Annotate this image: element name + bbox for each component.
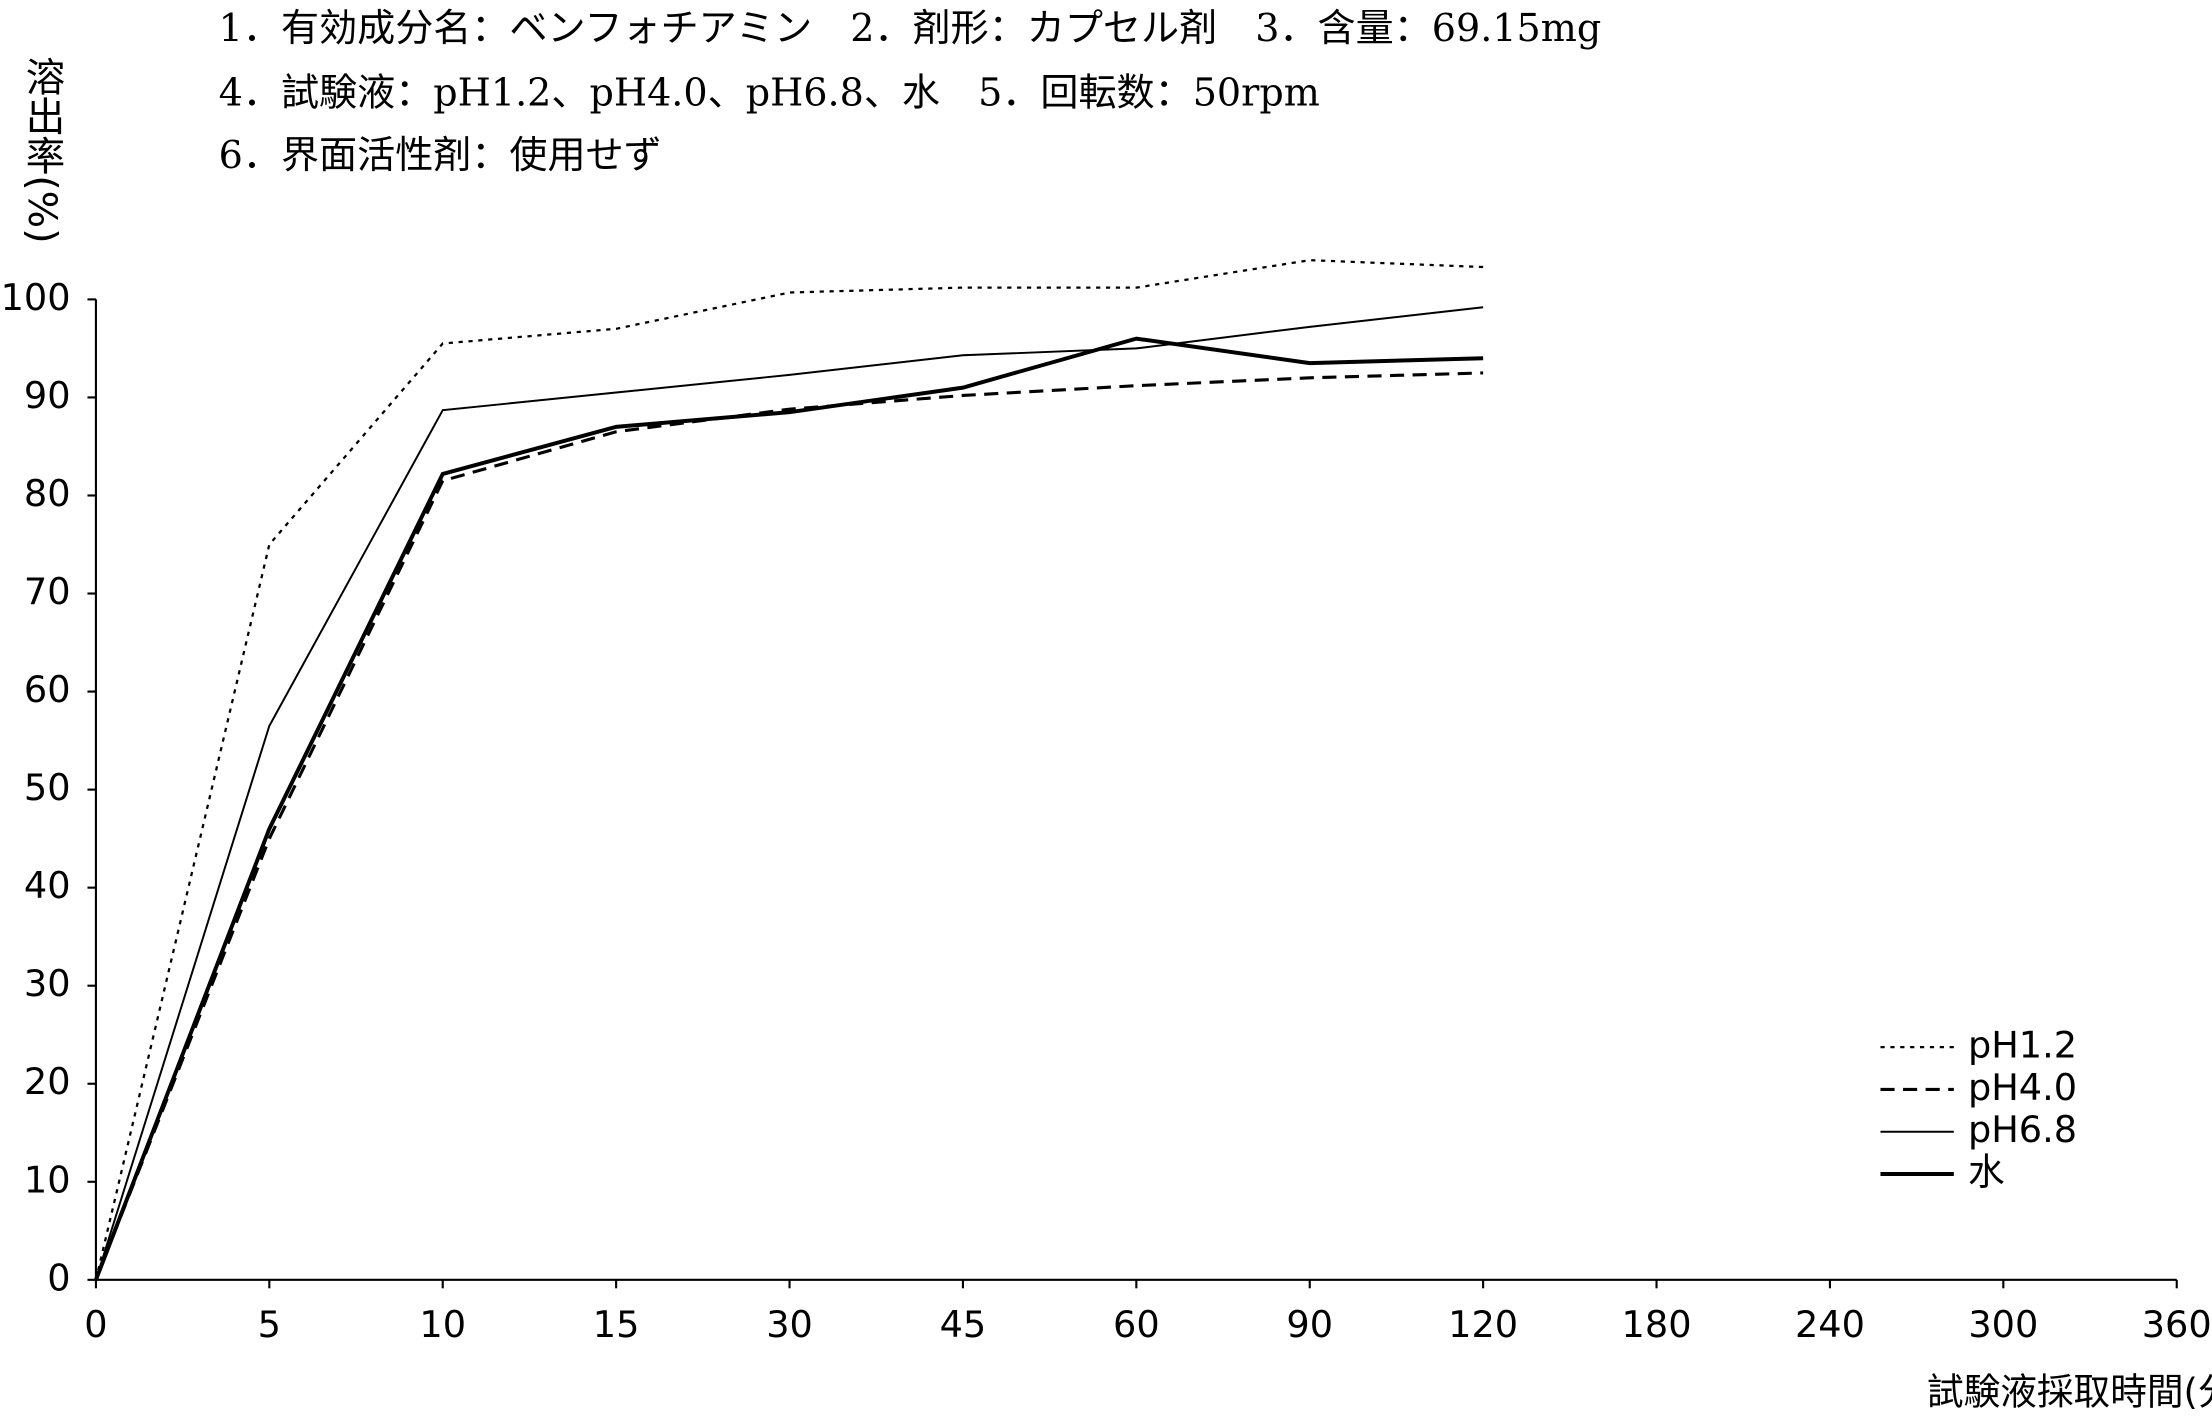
y-tick-label: 60 xyxy=(24,668,71,711)
x-tick-label: 120 xyxy=(1448,1303,1518,1346)
x-tick-label: 90 xyxy=(1286,1303,1333,1346)
x-tick-label: 5 xyxy=(258,1303,281,1346)
legend-label: pH6.8 xyxy=(1968,1108,2077,1151)
y-tick-label: 30 xyxy=(24,962,71,1005)
x-tick-label: 180 xyxy=(1622,1303,1692,1346)
annotation: 4．試験液：pH1.2、pH4.0、pH6.8、水 5．回転数：50rpm xyxy=(219,71,1320,115)
annotation: 6．界面活性剤：使用せず xyxy=(219,133,662,177)
y-tick-label: 50 xyxy=(24,766,71,809)
y-axis-label: 溶出率(%) xyxy=(19,57,65,244)
line xyxy=(94,306,1484,1281)
x-tick-label: 0 xyxy=(84,1303,107,1346)
legend-label: pH4.0 xyxy=(1968,1066,2077,1109)
x-tick-label: 10 xyxy=(419,1303,466,1346)
legend-label: 水 xyxy=(1968,1151,2005,1194)
legend-label: pH1.2 xyxy=(1968,1024,2077,1067)
y-tick-label: 80 xyxy=(24,472,71,515)
y-tick-label: 40 xyxy=(24,864,71,907)
y-tick-label: 100 xyxy=(1,276,71,319)
y-tick-label: 0 xyxy=(47,1256,70,1299)
x-tick-label: 300 xyxy=(1968,1303,2038,1346)
y-tick-label: 20 xyxy=(24,1060,71,1103)
line xyxy=(94,336,1484,1281)
line xyxy=(94,371,1484,1281)
y-tick-label: 90 xyxy=(24,374,71,417)
x-tick-label: 15 xyxy=(593,1303,640,1346)
x-tick-label: 45 xyxy=(940,1303,987,1346)
x-tick-label: 30 xyxy=(766,1303,813,1346)
x-axis-label: 試験液採取時間(分) xyxy=(1927,1371,2212,1414)
x-tick-label: 360 xyxy=(2142,1303,2212,1346)
y-tick-label: 10 xyxy=(24,1158,71,1201)
annotation: 1．有効成分名：ベンフォチアミン 2．剤形：カプセル剤 3．含量：69.15mg xyxy=(219,6,1602,50)
x-tick-label: 240 xyxy=(1795,1303,1865,1346)
x-tick-label: 60 xyxy=(1113,1303,1160,1346)
y-tick-label: 70 xyxy=(24,570,71,613)
